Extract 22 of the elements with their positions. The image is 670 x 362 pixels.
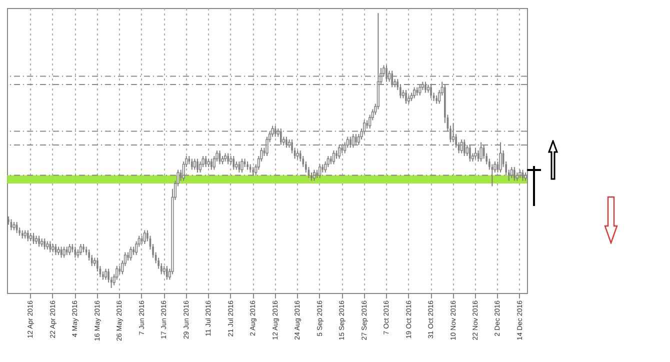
candlestick [68,244,71,256]
candlestick [62,246,66,258]
candlestick [413,86,416,99]
candlestick [166,266,168,280]
candlestick [210,158,212,170]
candlestick [240,158,244,173]
candlestick [191,158,193,170]
candlestick [196,158,198,173]
candlestick [474,147,477,160]
candlestick [332,150,336,165]
candlestick [38,235,40,248]
candlestick [79,244,82,256]
candlestick [104,268,108,280]
candlestick [193,158,196,170]
candlestick [27,230,29,242]
candlestick [405,90,407,104]
candlestick [232,156,235,170]
candlestick [32,232,34,244]
candlestick [129,246,132,261]
candlestick [143,230,146,244]
candlestick [44,238,46,250]
candlestick [227,152,229,165]
